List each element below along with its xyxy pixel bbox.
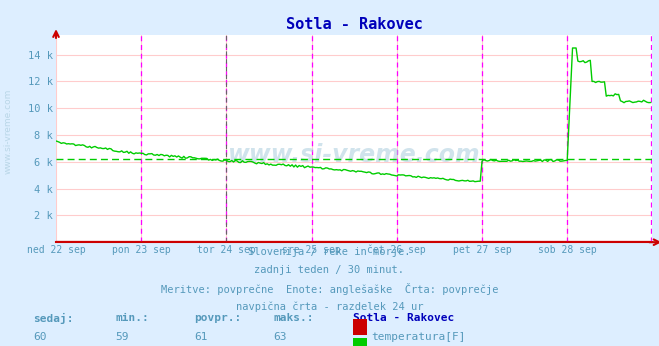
Text: 59: 59 bbox=[115, 332, 129, 342]
Text: povpr.:: povpr.: bbox=[194, 313, 242, 323]
Text: Sotla - Rakovec: Sotla - Rakovec bbox=[353, 313, 454, 323]
Text: 60: 60 bbox=[33, 332, 46, 342]
Text: 63: 63 bbox=[273, 332, 287, 342]
Text: zadnji teden / 30 minut.: zadnji teden / 30 minut. bbox=[254, 265, 405, 275]
Text: min.:: min.: bbox=[115, 313, 149, 323]
Text: sedaj:: sedaj: bbox=[33, 313, 73, 324]
Title: Sotla - Rakovec: Sotla - Rakovec bbox=[286, 17, 422, 32]
Text: Slovenija / reke in morje.: Slovenija / reke in morje. bbox=[248, 247, 411, 257]
Text: www.si-vreme.com: www.si-vreme.com bbox=[3, 89, 13, 174]
Text: maks.:: maks.: bbox=[273, 313, 314, 323]
Text: 61: 61 bbox=[194, 332, 208, 342]
Text: navpična črta - razdelek 24 ur: navpična črta - razdelek 24 ur bbox=[236, 301, 423, 312]
Text: temperatura[F]: temperatura[F] bbox=[371, 332, 465, 342]
Text: www.si-vreme.com: www.si-vreme.com bbox=[228, 143, 480, 167]
Text: Meritve: povprečne  Enote: anglešaške  Črta: povprečje: Meritve: povprečne Enote: anglešaške Črt… bbox=[161, 283, 498, 295]
